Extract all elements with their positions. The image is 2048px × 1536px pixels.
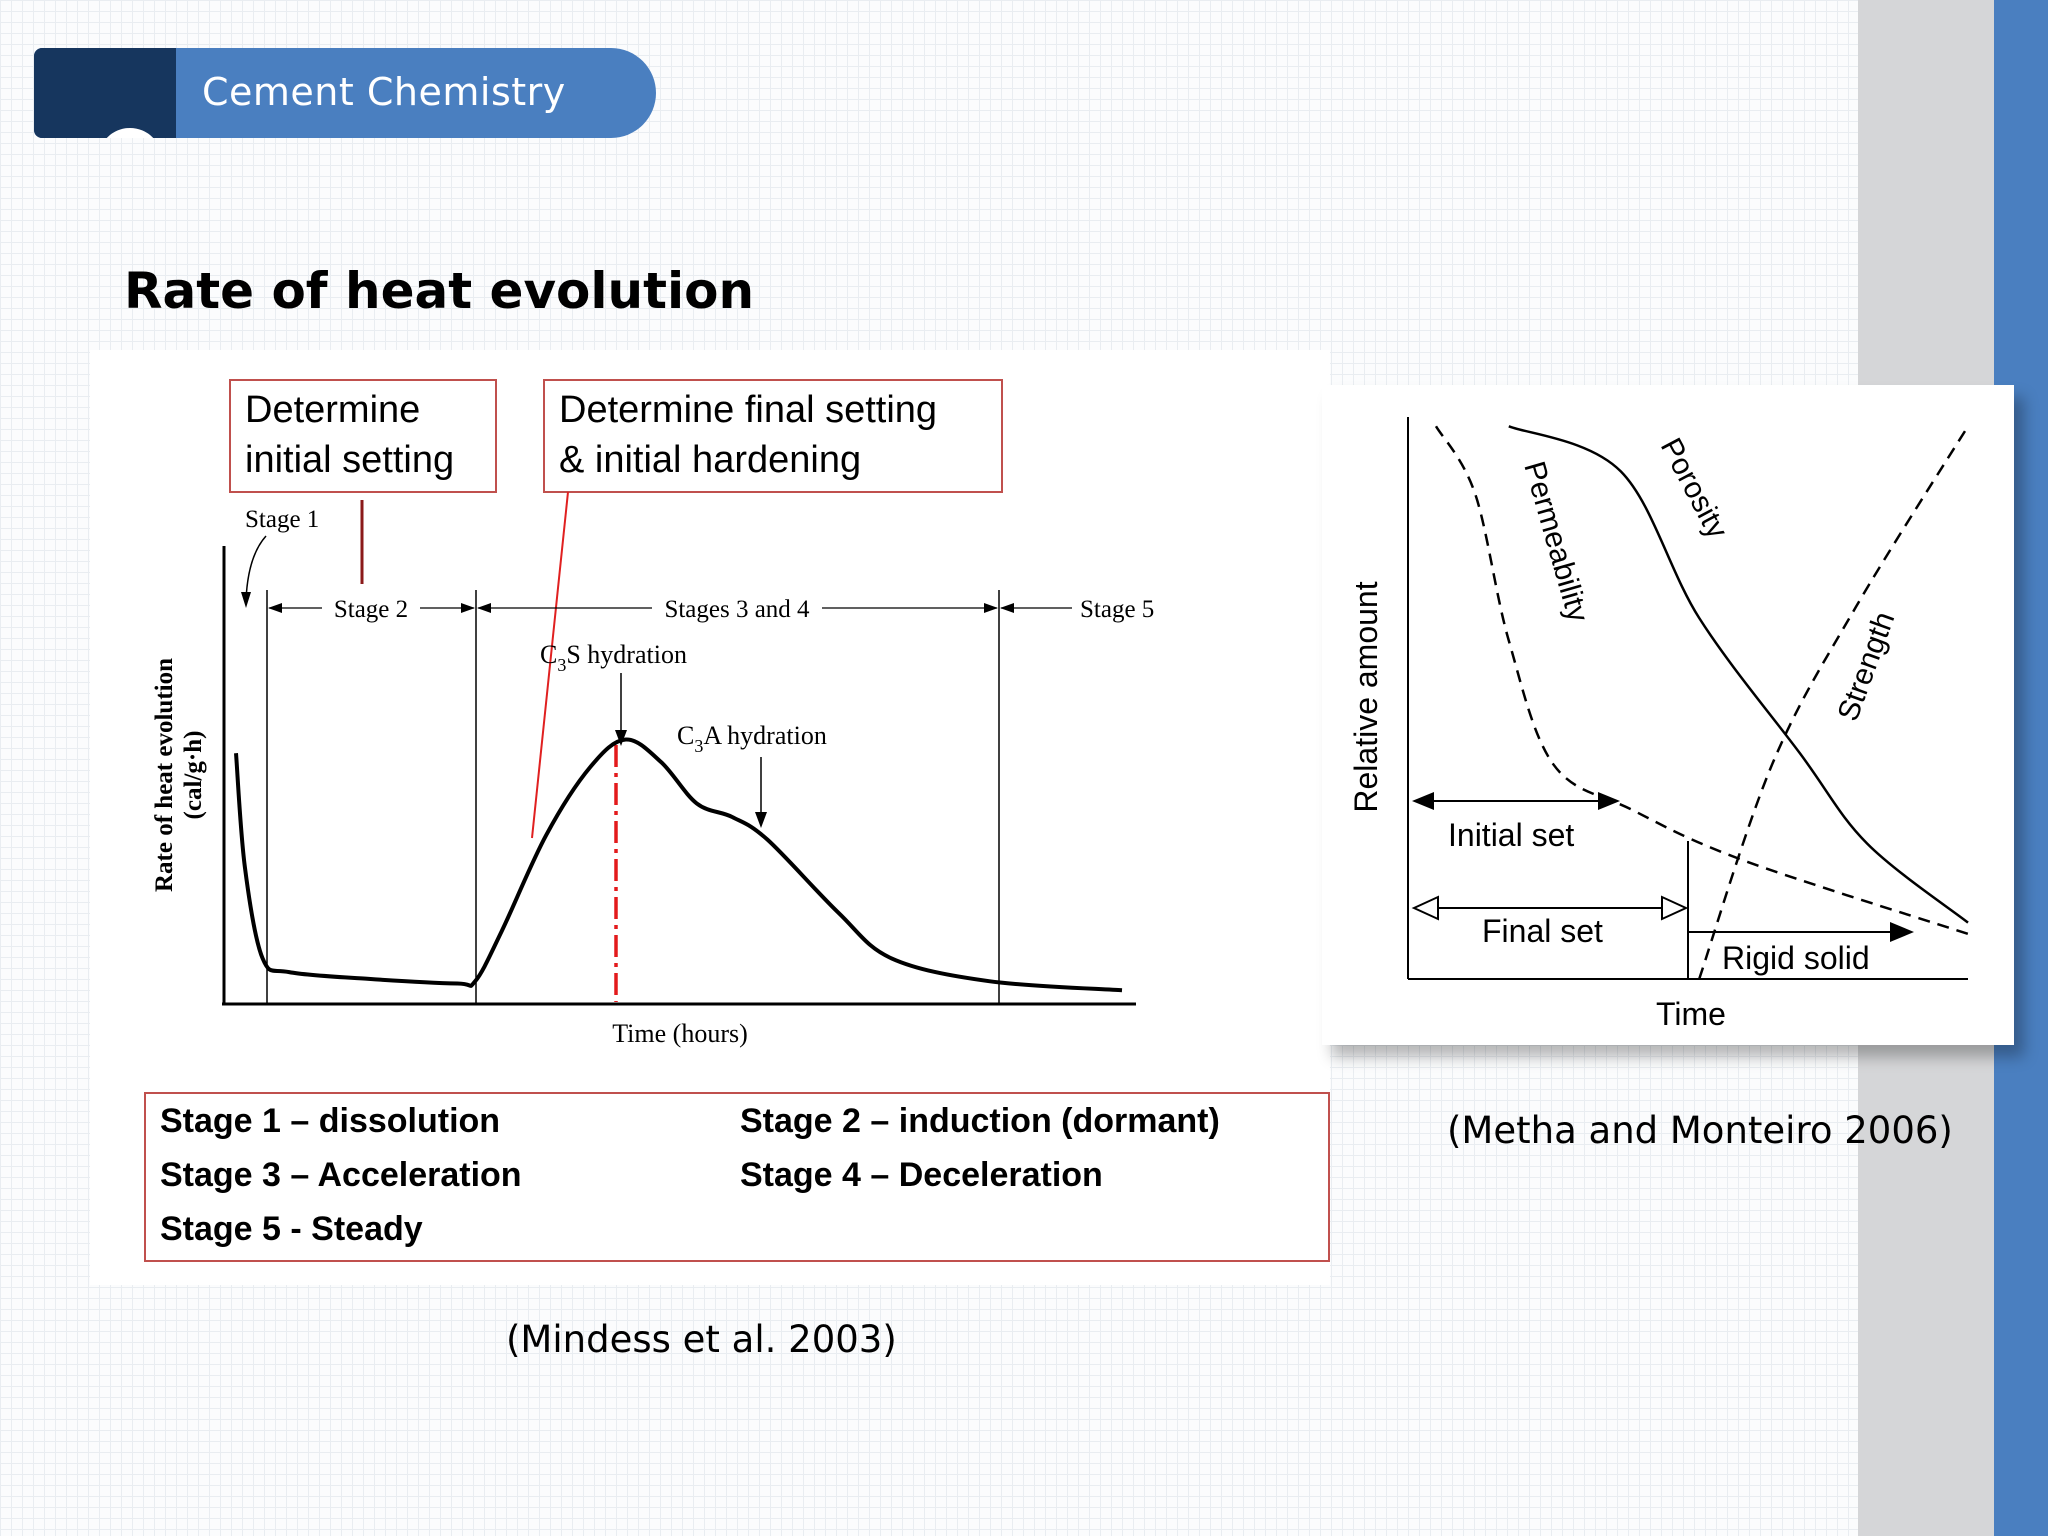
- x-axis-label: Time (hours): [612, 1019, 748, 1048]
- arrow-head: [241, 592, 251, 608]
- section-number-icon: [106, 128, 154, 138]
- initial-set-label: Initial set: [1448, 817, 1574, 853]
- arrow-head: [755, 812, 767, 828]
- rigid-solid-label: Rigid solid: [1722, 940, 1870, 976]
- page-title: Rate of heat evolution: [124, 262, 755, 320]
- header-title: Cement Chemistry: [202, 70, 566, 114]
- setting-properties-figure: Initial set Final set Rigid solid Permea…: [1322, 385, 2014, 1045]
- arrow-head: [984, 603, 998, 613]
- y-axis-unit: (cal/g·h): [180, 731, 207, 820]
- citation-right: (Metha and Monteiro 2006): [1447, 1109, 1953, 1152]
- relative-amount-chart: Initial set Final set Rigid solid Permea…: [1348, 417, 1970, 1032]
- arrow-head: [268, 603, 282, 613]
- annotation-initial-setting: Determine initial setting: [229, 379, 497, 493]
- permeability-label: Permeability: [1517, 458, 1594, 626]
- annotation-final-setting: Determine final setting & initial harden…: [543, 379, 1003, 493]
- heat-evolution-chart: Stage 1 Stage 2 Stages 3 and 4 Stage 5 C…: [151, 491, 1154, 1048]
- arrow-head: [461, 603, 475, 613]
- stage-legend-item: Stage 4 – Deceleration: [740, 1156, 1103, 1194]
- c3s-hydration-label: C3S hydration: [540, 640, 687, 675]
- strength-label: Strength: [1832, 608, 1902, 726]
- arrow-head: [1411, 895, 1439, 921]
- final-set-label: Final set: [1482, 913, 1603, 949]
- arrow-head: [1598, 792, 1620, 810]
- stage1-pointer: [245, 535, 267, 601]
- annotation-line: & initial hardening: [559, 439, 862, 481]
- stage-legend-item: Stage 2 – induction (dormant): [740, 1102, 1220, 1140]
- y-axis-label: Rate of heat evolution: [151, 658, 178, 892]
- header-logo-block: [34, 48, 176, 138]
- x-axis-label: Time: [1656, 996, 1726, 1032]
- stage-legend-item: Stage 5 - Steady: [160, 1210, 423, 1248]
- annotation-line: Determine final setting: [559, 389, 938, 431]
- porosity-label: Porosity: [1654, 433, 1734, 544]
- stage-label-1: Stage 1: [245, 506, 319, 533]
- y-axis-label: Relative amount: [1348, 581, 1384, 812]
- porosity-curve: [1508, 425, 1969, 924]
- arrow-head: [1412, 792, 1434, 810]
- stage-legend-item: Stage 3 – Acceleration: [160, 1156, 522, 1194]
- annotation-line: Determine: [245, 389, 421, 431]
- final-setting-connector: [531, 491, 569, 839]
- arrow-head: [615, 730, 627, 746]
- strength-curve: [1698, 425, 1970, 980]
- permeability-curve: [1434, 425, 1969, 936]
- stage-legend-item: Stage 1 – dissolution: [160, 1102, 501, 1140]
- heat-evolution-curve: [234, 737, 1123, 993]
- stage-label-5: Stage 5: [1080, 596, 1154, 623]
- annotation-line: initial setting: [245, 439, 455, 481]
- arrow-head: [1000, 603, 1014, 613]
- stage-label-3-4: Stages 3 and 4: [664, 596, 810, 623]
- arrow-head: [477, 603, 491, 613]
- stage-legend: Stage 1 – dissolution Stage 2 – inductio…: [144, 1092, 1330, 1262]
- citation-left: (Mindess et al. 2003): [506, 1318, 897, 1361]
- arrow-head: [1890, 922, 1914, 942]
- c3a-hydration-label: C3A hydration: [677, 721, 827, 756]
- arrow-head: [1661, 895, 1689, 921]
- stage-label-2: Stage 2: [334, 596, 408, 623]
